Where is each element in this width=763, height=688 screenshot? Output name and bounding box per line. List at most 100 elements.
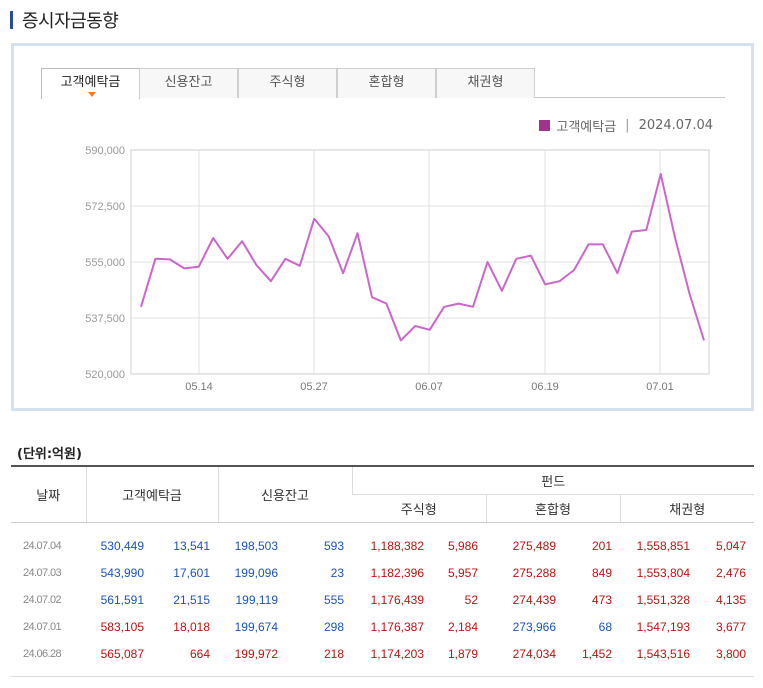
y-tick-label: 520,000 bbox=[85, 369, 125, 381]
tab-label: 주식형 bbox=[269, 75, 306, 90]
y-tick-label: 572,500 bbox=[85, 201, 125, 213]
row-date: 24.07.01 bbox=[23, 620, 62, 633]
row-change-value: 593 bbox=[323, 538, 344, 553]
tab-label: 혼합형 bbox=[368, 75, 405, 90]
chart-panel: 고객예탁금 신용잔고 주식형 혼합형 채권형 고객예탁금 | 2024.07.0… bbox=[11, 43, 754, 411]
tab-credit-balance[interactable]: 신용잔고 bbox=[139, 68, 238, 98]
page-title: 증시자금동향 bbox=[10, 9, 119, 32]
row-date: 24.07.03 bbox=[23, 566, 62, 579]
tab-label: 채권형 bbox=[467, 75, 504, 90]
table-row: 24.06.28 565,087 664 199,972 218 1,174,203 1,8… bbox=[11, 640, 754, 667]
row-change-value: 201 bbox=[591, 538, 612, 553]
row-change-value: 664 bbox=[189, 646, 210, 661]
table-row: 24.07.03 543,990 17,601 199,096 23 1,182,396 5… bbox=[11, 559, 754, 586]
row-balance-value: 1,182,396 bbox=[370, 565, 424, 580]
y-tick-label: 537,500 bbox=[85, 313, 125, 325]
row-balance-value: 199,674 bbox=[234, 619, 278, 634]
row-balance-value: 274,439 bbox=[512, 592, 556, 607]
row-change-value: 5,957 bbox=[447, 565, 478, 580]
row-change-value: 2,184 bbox=[447, 619, 478, 634]
chart-tabs: 고객예탁금 신용잔고 주식형 혼합형 채권형 bbox=[41, 66, 725, 99]
row-change-value: 1,879 bbox=[447, 646, 478, 661]
x-tick-label: 06.19 bbox=[531, 381, 559, 393]
x-tick-label: 05.27 bbox=[300, 381, 328, 393]
legend-swatch-icon bbox=[539, 120, 551, 131]
table-body: 24.07.04 530,449 13,541 198,503 593 1,188,382… bbox=[11, 522, 754, 667]
table-row: 24.07.04 530,449 13,541 198,503 593 1,188,382… bbox=[11, 522, 754, 559]
line-chart: 590,000 572,500 555,000 537,500 520,000 05.14… bbox=[85, 145, 710, 393]
fund-flow-table: 날짜 고객예탁금 신용잔고 펀드 주식형 혼합형 채권형 24.07.04 530… bbox=[11, 465, 754, 667]
header-mixed-fund: 혼합형 bbox=[485, 493, 620, 523]
row-balance-value: 273,966 bbox=[512, 619, 556, 634]
unit-label: (단위:억원) bbox=[17, 447, 82, 462]
row-balance-value: 274,034 bbox=[512, 646, 556, 661]
row-balance-value: 199,096 bbox=[234, 565, 278, 580]
row-balance-value: 1,551,328 bbox=[636, 592, 690, 607]
row-balance-value: 565,087 bbox=[100, 646, 144, 661]
header-stock-fund: 주식형 bbox=[352, 493, 486, 523]
legend-separator: | bbox=[625, 118, 630, 133]
row-change-value: 2,476 bbox=[715, 565, 746, 580]
header-bond-fund: 채권형 bbox=[619, 493, 754, 523]
row-balance-value: 1,547,193 bbox=[636, 619, 690, 634]
x-tick-label: 06.07 bbox=[415, 381, 443, 393]
row-balance-value: 1,553,804 bbox=[636, 565, 690, 580]
row-balance-value: 199,972 bbox=[234, 646, 278, 661]
row-change-value: 18,018 bbox=[173, 619, 210, 634]
row-change-value: 849 bbox=[591, 565, 612, 580]
row-change-value: 473 bbox=[591, 592, 612, 607]
row-balance-value: 1,176,439 bbox=[370, 592, 424, 607]
row-change-value: 21,515 bbox=[173, 592, 210, 607]
tab-mixed-fund[interactable]: 혼합형 bbox=[337, 68, 436, 98]
row-change-value: 5,986 bbox=[447, 538, 478, 553]
row-change-value: 218 bbox=[323, 646, 344, 661]
row-change-value: 23 bbox=[330, 565, 344, 580]
tab-stock-fund[interactable]: 주식형 bbox=[238, 68, 337, 98]
row-change-value: 3,677 bbox=[715, 619, 746, 634]
row-change-value: 298 bbox=[323, 619, 344, 634]
header-date: 날짜 bbox=[11, 465, 86, 523]
row-balance-value: 275,288 bbox=[512, 565, 556, 580]
row-change-value: 3,800 bbox=[715, 646, 746, 661]
row-change-value: 1,452 bbox=[581, 646, 612, 661]
header-credit-balance: 신용잔고 bbox=[217, 465, 352, 523]
header-customer-deposit: 고객예탁금 bbox=[85, 465, 218, 523]
tab-label: 고객예탁금 bbox=[60, 75, 121, 90]
header-fund: 펀드 bbox=[351, 465, 754, 494]
row-change-value: 52 bbox=[464, 592, 478, 607]
table-bottom-divider bbox=[11, 676, 754, 677]
row-date: 24.07.02 bbox=[23, 593, 62, 606]
row-balance-value: 1,176,387 bbox=[370, 619, 424, 634]
x-tick-label: 05.14 bbox=[185, 381, 213, 393]
tab-label: 신용잔고 bbox=[164, 75, 213, 90]
y-tick-label: 590,000 bbox=[85, 145, 125, 157]
tab-customer-deposit[interactable]: 고객예탁금 bbox=[41, 68, 140, 99]
series-line-customer-deposit bbox=[140, 173, 705, 342]
row-date: 24.07.04 bbox=[23, 539, 62, 552]
row-balance-value: 530,449 bbox=[100, 538, 144, 553]
x-tick-label: 07.01 bbox=[646, 381, 674, 393]
legend-series-name: 고객예탁금 bbox=[556, 120, 617, 135]
row-balance-value: 1,543,516 bbox=[636, 646, 690, 661]
table-row: 24.07.02 561,591 21,515 199,119 555 1,176,439… bbox=[11, 586, 754, 613]
row-change-value: 5,047 bbox=[715, 538, 746, 553]
row-change-value: 4,135 bbox=[715, 592, 746, 607]
table-row: 24.07.01 583,105 18,018 199,674 298 1,176,387… bbox=[11, 613, 754, 640]
row-balance-value: 275,489 bbox=[512, 538, 556, 553]
row-change-value: 13,541 bbox=[173, 538, 210, 553]
row-balance-value: 199,119 bbox=[235, 592, 279, 607]
row-balance-value: 1,188,382 bbox=[370, 538, 424, 553]
row-balance-value: 1,174,203 bbox=[370, 646, 424, 661]
chart-legend: 고객예탁금 | 2024.07.04 bbox=[539, 116, 713, 135]
tab-bond-fund[interactable]: 채권형 bbox=[436, 68, 535, 98]
page-title-text: 증시자금동향 bbox=[22, 11, 119, 32]
row-change-value: 68 bbox=[598, 619, 612, 634]
y-tick-label: 555,000 bbox=[85, 257, 125, 269]
row-balance-value: 543,990 bbox=[100, 565, 144, 580]
row-balance-value: 198,503 bbox=[234, 538, 278, 553]
row-balance-value: 1,558,851 bbox=[636, 538, 690, 553]
row-balance-value: 561,591 bbox=[100, 592, 144, 607]
legend-date: 2024.07.04 bbox=[638, 118, 713, 133]
row-change-value: 555 bbox=[323, 592, 344, 607]
active-tab-arrow-icon bbox=[88, 92, 96, 97]
